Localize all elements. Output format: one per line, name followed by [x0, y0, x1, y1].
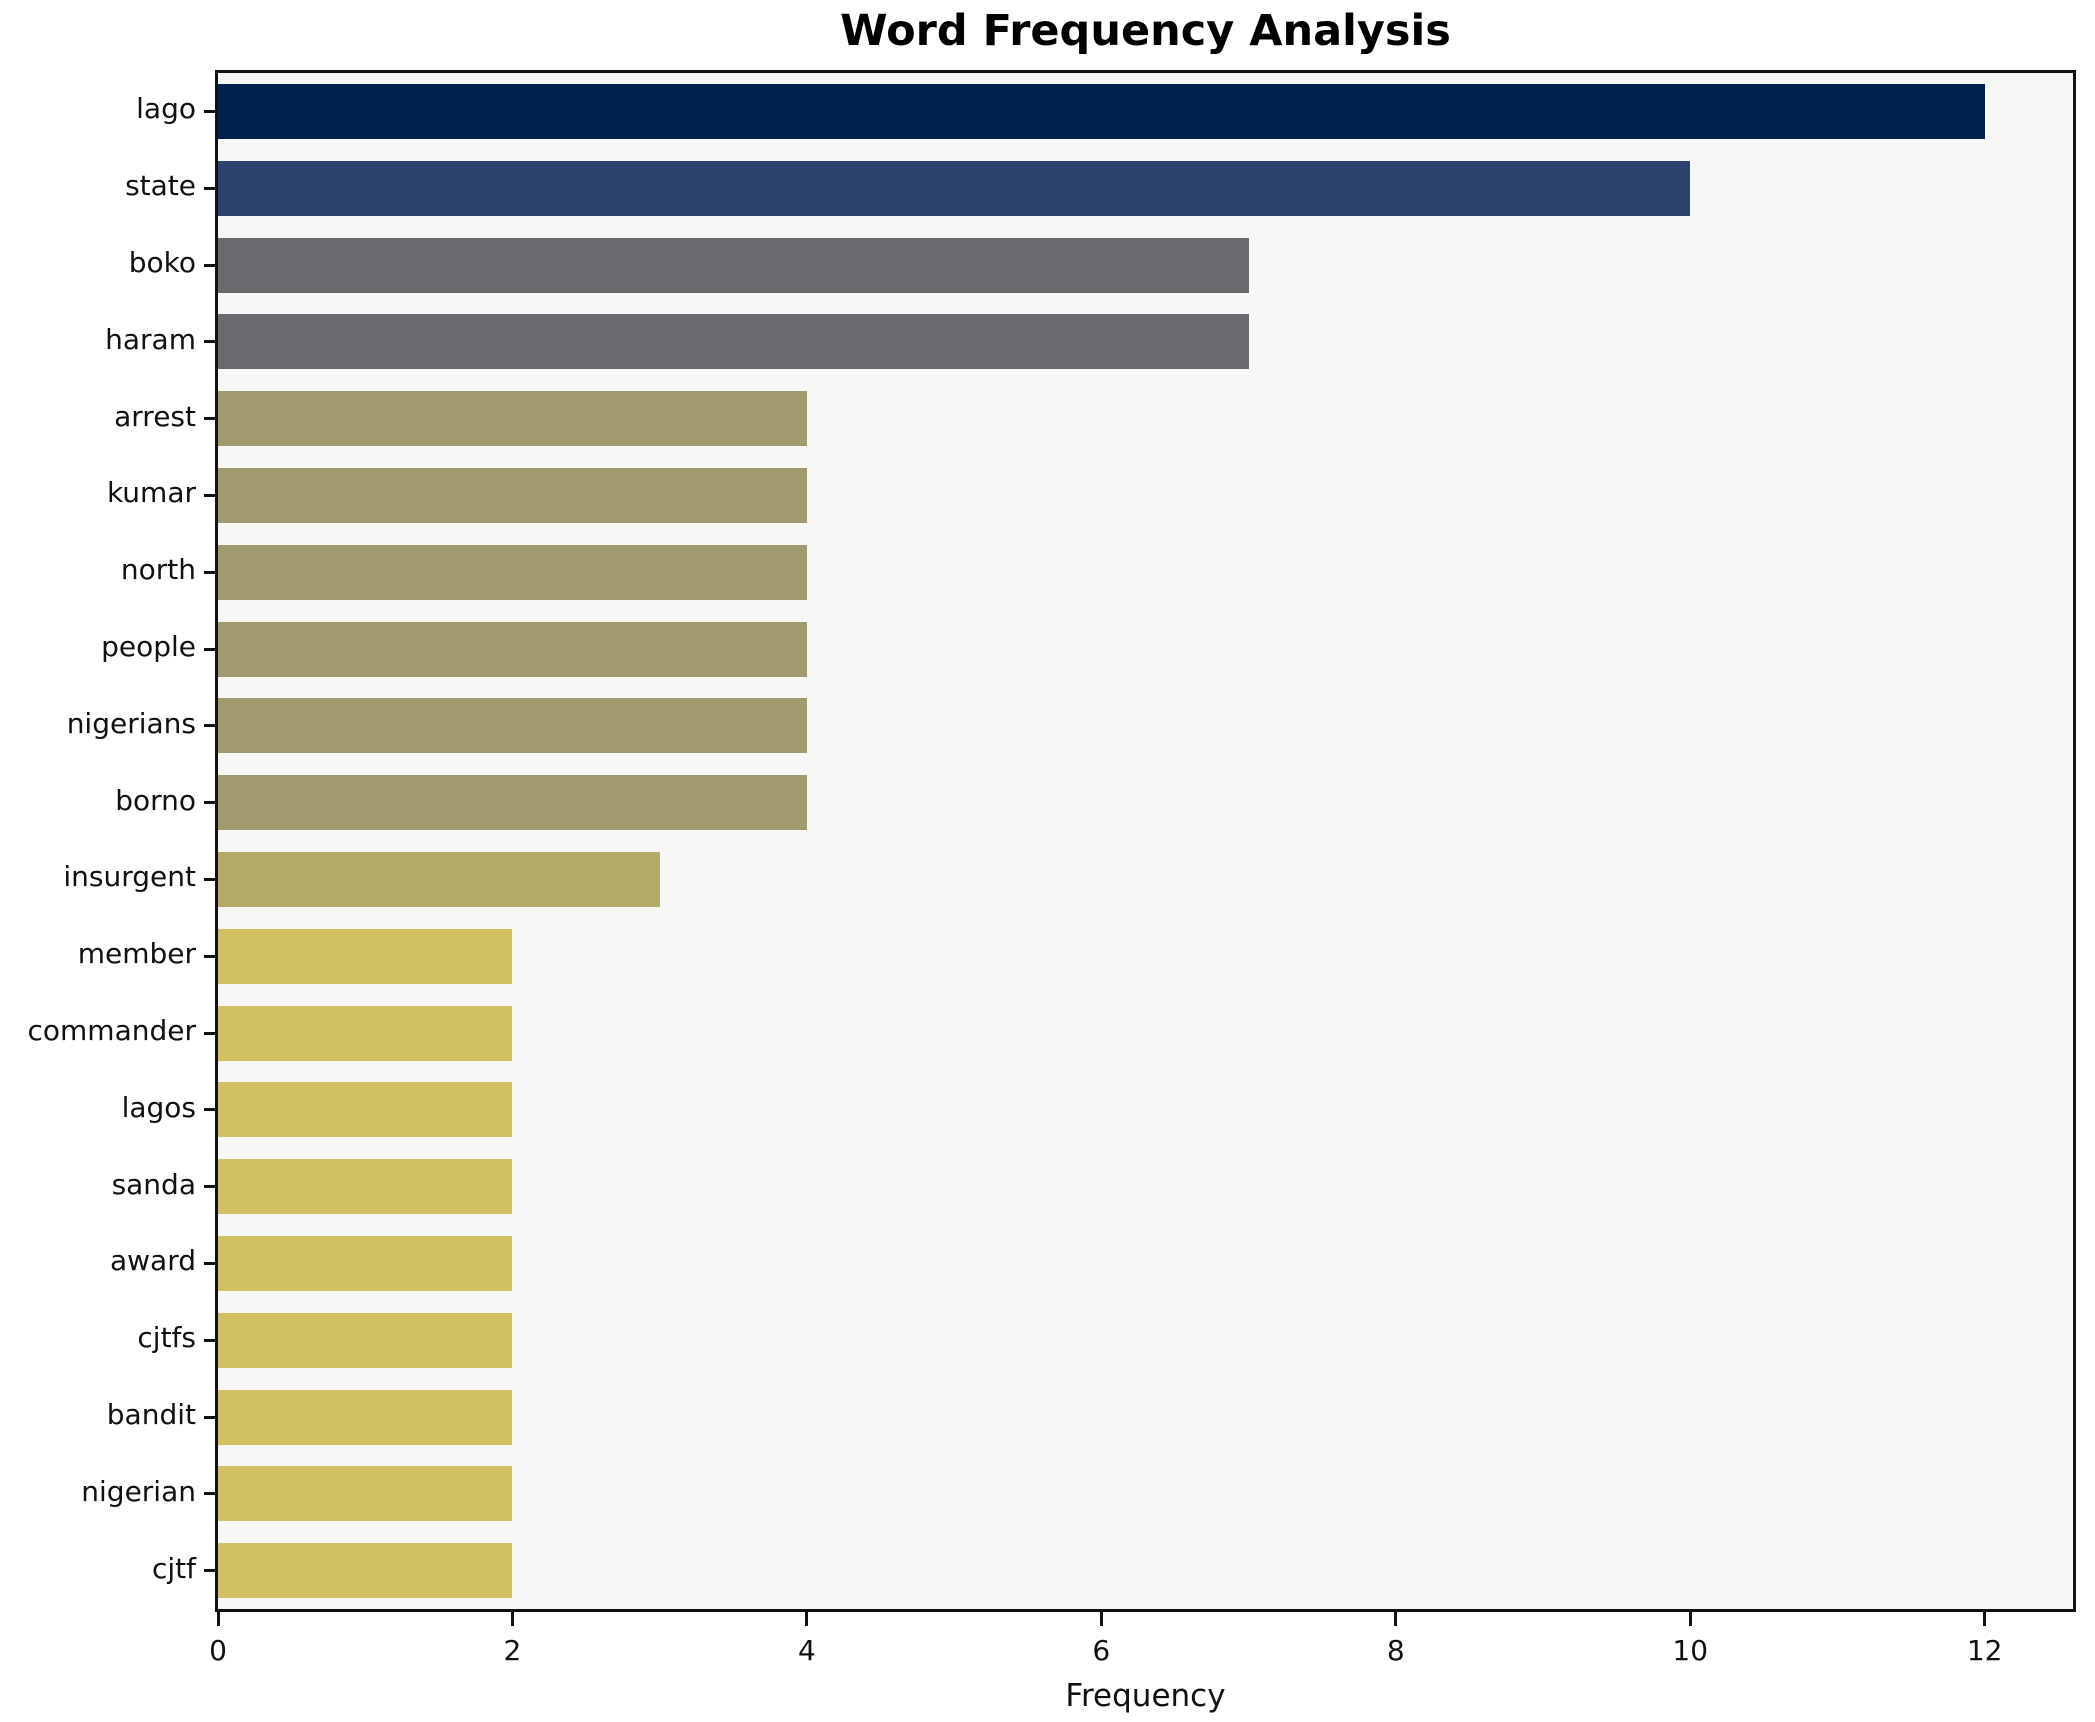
bar-nigerian	[218, 1466, 513, 1522]
y-tick-mark	[204, 1338, 215, 1342]
y-label-borno: borno	[115, 783, 196, 817]
x-tick-label-8: 8	[1386, 1634, 1405, 1667]
y-label-people: people	[101, 630, 196, 663]
y-label-north: north	[120, 553, 196, 587]
bar-member	[218, 928, 513, 984]
chart-title: Word Frequency Analysis	[840, 6, 1451, 56]
y-label-arrest: arrest	[114, 399, 196, 433]
x-tick-mark	[1099, 1612, 1103, 1626]
x-tick-mark	[805, 1612, 809, 1626]
bar-bandit	[218, 1389, 513, 1445]
bar-haram	[218, 314, 1249, 370]
y-tick-mark	[204, 1031, 215, 1035]
y-label-nigerians: nigerians	[66, 706, 196, 740]
y-tick-mark	[204, 801, 215, 805]
bar-arrest	[218, 391, 807, 447]
bar-north	[218, 544, 807, 600]
bar-sanda	[218, 1159, 513, 1215]
y-tick-mark	[204, 724, 215, 728]
x-tick-label-2: 2	[503, 1634, 522, 1667]
x-tick-mark	[1394, 1612, 1398, 1626]
x-tick-mark	[1688, 1612, 1692, 1626]
bar-insurgent	[218, 851, 660, 907]
y-label-insurgent: insurgent	[63, 860, 196, 894]
y-tick-mark	[204, 954, 215, 958]
y-label-sanda: sanda	[111, 1167, 196, 1201]
y-label-bandit: bandit	[106, 1398, 196, 1431]
bar-award	[218, 1235, 513, 1291]
bar-lagos	[218, 1082, 513, 1138]
y-label-award: award	[109, 1244, 196, 1278]
bar-borno	[218, 775, 807, 831]
y-label-cjtfs: cjtfs	[137, 1321, 196, 1355]
y-label-kumar: kumar	[106, 476, 196, 510]
y-tick-mark	[204, 1415, 215, 1419]
y-tick-mark	[204, 109, 215, 113]
x-tick-label-12: 12	[1966, 1634, 2003, 1667]
y-tick-mark	[204, 186, 215, 190]
x-tick-mark	[1983, 1612, 1987, 1626]
y-tick-mark	[204, 1492, 215, 1496]
bar-lago	[218, 83, 1985, 139]
y-label-boko: boko	[128, 246, 196, 279]
x-tick-label-4: 4	[797, 1634, 816, 1667]
bar-nigerians	[218, 698, 807, 754]
x-tick-label-0: 0	[209, 1634, 227, 1667]
y-label-member: member	[77, 937, 196, 971]
bar-state	[218, 160, 1691, 216]
y-label-commander: commander	[27, 1014, 197, 1047]
bar-commander	[218, 1005, 513, 1061]
y-tick-mark	[204, 1185, 215, 1189]
bar-people	[218, 621, 807, 677]
y-tick-mark	[204, 1569, 215, 1573]
x-tick-label-6: 6	[1092, 1634, 1111, 1667]
y-label-nigerian: nigerian	[81, 1474, 196, 1508]
bar-boko	[218, 237, 1249, 293]
x-tick-mark	[216, 1612, 220, 1626]
y-label-state: state	[125, 169, 196, 203]
y-label-haram: haram	[105, 322, 196, 356]
x-axis-title: Frequency	[1065, 1678, 1226, 1714]
y-tick-mark	[204, 263, 215, 267]
y-tick-mark	[204, 493, 215, 497]
y-label-cjtf: cjtf	[151, 1551, 196, 1585]
bar-cjtfs	[218, 1312, 513, 1368]
x-tick-label-10: 10	[1672, 1634, 1709, 1667]
y-tick-mark	[204, 570, 215, 574]
y-tick-mark	[204, 417, 215, 421]
y-tick-mark	[204, 647, 215, 651]
y-tick-mark	[204, 1108, 215, 1112]
x-tick-mark	[510, 1612, 514, 1626]
y-tick-mark	[204, 877, 215, 881]
bar-cjtf	[218, 1543, 513, 1599]
bar-kumar	[218, 467, 807, 523]
y-label-lago: lago	[136, 92, 196, 126]
y-label-lagos: lagos	[121, 1090, 196, 1124]
y-tick-mark	[204, 1261, 215, 1265]
y-tick-mark	[204, 340, 215, 344]
plot-area	[215, 70, 2076, 1612]
